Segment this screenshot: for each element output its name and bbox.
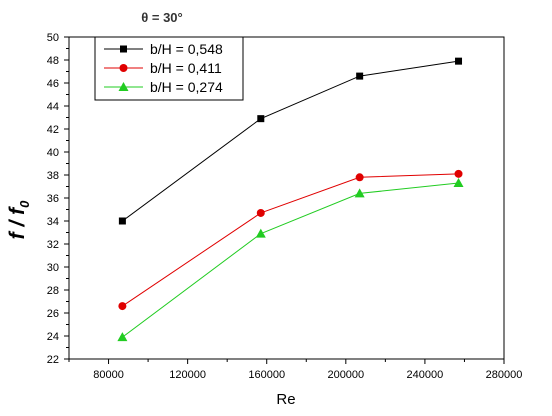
y-tick-label: 42 [47,124,59,136]
legend-swatch-marker [119,64,128,72]
data-point [257,115,265,123]
x-axis-label: Re [276,391,295,408]
legend-label: b/H = 0,274 [150,79,223,95]
y-axis-label-main: f / f [6,206,29,239]
data-point [354,188,365,198]
chart-title: θ = 30° [141,10,183,25]
y-tick-label: 26 [47,308,59,320]
y-tick-label: 30 [47,262,59,274]
series-line [122,182,459,338]
y-tick-label: 38 [47,170,59,182]
data-point [453,178,464,188]
x-tick-label: 120000 [169,369,206,381]
x-tick-label: 80000 [93,369,124,381]
series-1 [118,57,463,225]
y-axis: 22 24 26 28 30 32 34 36 38 40 42 44 46 48 50 [47,32,69,366]
y-tick-label: 50 [47,32,59,44]
x-tick-label: 160000 [248,369,285,381]
y-tick-label: 34 [47,216,59,228]
y-tick-label: 28 [47,285,59,297]
data-point [256,208,265,217]
data-point [118,217,126,225]
data-point [118,302,127,311]
legend-label: b/H = 0,411 [150,60,222,76]
y-tick-label: 48 [47,55,59,67]
data-point [356,72,364,80]
y-tick-label: 40 [47,147,59,159]
y-tick-label: 46 [47,78,59,90]
y-tick-label: 24 [47,331,59,343]
series-2 [118,169,463,311]
y-tick-label: 36 [47,193,59,205]
data-point [117,332,128,342]
x-tick-label: 200000 [327,369,364,381]
legend-item-1: b/H = 0,548 [104,41,223,57]
data-point [454,169,463,178]
legend-item-3: b/H = 0,274 [104,79,223,95]
series-line [122,173,459,307]
y-axis-label: f / f0 [6,200,32,240]
series-line [122,60,459,222]
series-3 [117,178,464,342]
x-axis: 80000 120000 160000 200000 240000 280000 [68,359,523,381]
legend-swatch-marker [120,45,127,53]
legend-label: b/H = 0,548 [150,41,223,57]
legend: b/H = 0,548 b/H = 0,411 b/H = 0,274 [94,36,244,101]
y-tick-label: 32 [47,239,59,251]
y-axis-label-subscript: 0 [17,200,32,208]
data-point [255,228,266,238]
series-layer [117,57,464,342]
data-point [455,57,463,65]
x-tick-label: 280000 [486,369,523,381]
y-tick-label: 44 [47,101,59,113]
legend-item-2: b/H = 0,411 [104,60,222,76]
legend-swatch-marker [118,82,129,91]
y-tick-label: 22 [47,354,59,366]
x-tick-label: 240000 [407,369,444,381]
data-point [355,173,364,182]
